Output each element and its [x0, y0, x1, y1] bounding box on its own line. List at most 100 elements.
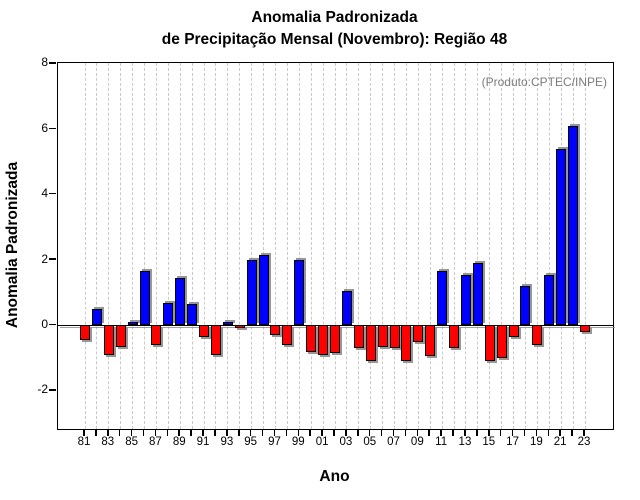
bar-03: [341, 291, 352, 326]
gridline-98: [286, 63, 288, 429]
x-tick-96: [261, 429, 264, 436]
gridline-23: [584, 63, 586, 429]
x-tick-label-19: 19: [529, 436, 543, 448]
x-tick-label-87: 87: [149, 436, 162, 448]
x-tick-19: [535, 429, 538, 436]
y-tick-6: [49, 127, 56, 130]
bar-11: [437, 271, 448, 326]
y-tick-label-4: 4: [41, 186, 48, 201]
x-tick-87: [154, 429, 157, 436]
y-tick-4: [49, 192, 56, 195]
gridline-89: [179, 63, 181, 429]
x-tick-22: [571, 429, 573, 436]
bar-86: [139, 271, 150, 326]
x-tick-23: [583, 429, 585, 436]
bar-01: [318, 325, 329, 355]
gridline-82: [96, 63, 98, 429]
bar-88: [163, 302, 174, 326]
x-tick-92: [214, 429, 216, 436]
bar-97: [270, 325, 281, 336]
x-tick-95: [249, 429, 252, 436]
gridline-16: [501, 63, 503, 429]
x-tick-label-97: 97: [268, 436, 281, 448]
gridline-19: [536, 63, 538, 429]
gridline-13: [465, 63, 467, 429]
y-tick-label-2: 2: [41, 251, 48, 266]
x-tick-08: [404, 429, 407, 436]
gridline-84: [120, 63, 122, 429]
bar-05: [365, 325, 376, 362]
x-tick-20: [547, 429, 550, 436]
gridline-96: [263, 63, 265, 429]
bar-81: [80, 325, 90, 341]
gridline-83: [108, 63, 110, 429]
gridline-20: [548, 63, 550, 429]
x-tick-09: [416, 429, 419, 436]
bar-06: [377, 325, 388, 347]
bar-07: [389, 325, 400, 349]
x-tick-21: [559, 429, 561, 436]
gridline-81: [84, 63, 86, 429]
x-tick-89: [178, 429, 180, 436]
bar-20: [544, 274, 555, 326]
y-tick-label-0: 0: [41, 316, 48, 331]
x-tick-label-05: 05: [363, 436, 377, 448]
x-tick-98: [285, 429, 288, 436]
x-tick-11: [440, 429, 442, 436]
x-tick-07: [392, 429, 395, 436]
gridline-97: [274, 63, 276, 429]
bar-96: [258, 255, 269, 326]
gridline-06: [382, 63, 384, 429]
gridline-01: [322, 63, 324, 429]
x-axis-title: Ano: [319, 468, 350, 485]
x-tick-88: [166, 429, 169, 436]
y-tick-0: [49, 323, 56, 326]
x-tick-label-95: 95: [244, 436, 258, 448]
x-tick-label-83: 83: [101, 436, 115, 448]
x-tick-18: [523, 429, 526, 436]
gridline-11: [441, 63, 443, 429]
x-tick-97: [273, 429, 276, 436]
x-tick-83: [107, 429, 109, 436]
gridline-14: [477, 63, 479, 429]
gridline-10: [429, 63, 431, 429]
y-tick-label-8: 8: [41, 55, 48, 70]
y-tick-8: [49, 62, 56, 64]
x-tick-label-17: 17: [506, 436, 519, 448]
bar-04: [353, 325, 364, 349]
x-tick-06: [380, 429, 383, 436]
gridline-04: [358, 63, 360, 429]
bar-10: [425, 325, 436, 357]
gridline-05: [370, 63, 372, 429]
gridline-88: [167, 63, 169, 429]
x-tick-02: [333, 429, 335, 436]
bar-17: [508, 325, 519, 337]
bar-14: [472, 263, 483, 326]
gridline-18: [524, 63, 526, 429]
x-tick-82: [95, 429, 97, 436]
bar-02: [330, 325, 340, 354]
x-tick-label-03: 03: [339, 436, 353, 448]
bar-00: [306, 325, 317, 352]
x-tick-label-07: 07: [387, 436, 400, 448]
gridline-86: [144, 63, 146, 429]
gridline-95: [251, 63, 253, 429]
bar-85: [127, 322, 138, 326]
x-tick-label-81: 81: [77, 436, 91, 448]
x-tick-label-01: 01: [315, 436, 329, 448]
chart-title-line1: Anomalia Padronizada: [251, 9, 418, 26]
x-tick-93: [226, 429, 228, 436]
gridline-15: [489, 63, 491, 429]
y-tick--2: [49, 389, 56, 391]
x-tick-05: [368, 429, 371, 436]
x-tick-label-85: 85: [125, 436, 138, 448]
x-tick-label-11: 11: [435, 436, 448, 448]
gridline-85: [132, 63, 134, 429]
gridline-12: [453, 63, 455, 429]
x-tick-label-93: 93: [220, 436, 234, 448]
gridline-92: [215, 63, 217, 429]
gridline-17: [513, 63, 515, 429]
x-tick-label-23: 23: [577, 436, 591, 448]
x-tick-label-21: 21: [553, 436, 567, 448]
x-tick-91: [202, 429, 204, 436]
